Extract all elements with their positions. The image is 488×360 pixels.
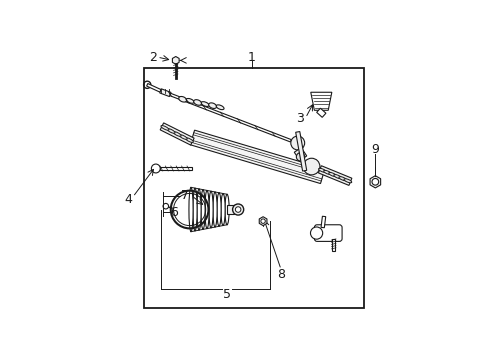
Ellipse shape [208, 191, 213, 228]
Ellipse shape [323, 170, 331, 175]
Ellipse shape [188, 187, 193, 232]
Ellipse shape [193, 188, 197, 231]
Ellipse shape [212, 192, 217, 227]
Polygon shape [160, 167, 192, 170]
Text: 8: 8 [277, 268, 285, 281]
Polygon shape [318, 166, 351, 185]
Polygon shape [321, 216, 325, 228]
Polygon shape [160, 123, 194, 145]
Polygon shape [172, 57, 179, 64]
Ellipse shape [173, 132, 181, 136]
Ellipse shape [328, 172, 336, 176]
Polygon shape [316, 108, 325, 117]
Ellipse shape [217, 193, 221, 226]
Polygon shape [259, 217, 266, 226]
Ellipse shape [224, 194, 229, 225]
Text: 9: 9 [371, 143, 379, 157]
Polygon shape [294, 148, 306, 161]
Circle shape [260, 219, 265, 223]
Circle shape [290, 136, 304, 150]
Ellipse shape [208, 103, 216, 108]
Ellipse shape [179, 135, 187, 139]
Circle shape [296, 153, 304, 161]
Circle shape [235, 207, 241, 212]
Polygon shape [169, 93, 291, 142]
Polygon shape [295, 131, 306, 171]
Ellipse shape [201, 102, 209, 107]
Polygon shape [146, 84, 161, 92]
Ellipse shape [201, 190, 204, 229]
Ellipse shape [186, 99, 194, 103]
Text: 5: 5 [223, 288, 230, 301]
Polygon shape [369, 176, 380, 188]
Ellipse shape [318, 168, 325, 172]
Circle shape [143, 81, 150, 89]
Text: 7: 7 [181, 189, 189, 202]
Text: 3: 3 [296, 112, 304, 125]
Text: 6: 6 [170, 206, 178, 219]
Ellipse shape [167, 129, 175, 133]
Ellipse shape [221, 194, 224, 225]
FancyBboxPatch shape [314, 225, 342, 242]
Ellipse shape [193, 100, 201, 105]
Polygon shape [226, 205, 233, 214]
Ellipse shape [185, 138, 193, 143]
Polygon shape [310, 92, 331, 110]
Bar [143, 68, 364, 308]
Circle shape [310, 227, 322, 239]
Circle shape [163, 203, 168, 209]
Ellipse shape [338, 177, 346, 181]
Polygon shape [160, 89, 171, 96]
Text: 1: 1 [247, 50, 255, 64]
Circle shape [151, 164, 160, 173]
Text: 2: 2 [149, 50, 157, 64]
Ellipse shape [161, 126, 169, 130]
Ellipse shape [179, 96, 186, 102]
Polygon shape [190, 130, 324, 184]
Ellipse shape [333, 175, 341, 179]
Circle shape [303, 158, 319, 175]
Ellipse shape [216, 105, 224, 110]
Circle shape [371, 179, 378, 185]
Circle shape [232, 204, 243, 215]
Text: 4: 4 [124, 193, 132, 206]
Ellipse shape [197, 189, 201, 230]
Ellipse shape [204, 190, 209, 229]
Ellipse shape [343, 179, 351, 183]
Polygon shape [332, 239, 334, 251]
